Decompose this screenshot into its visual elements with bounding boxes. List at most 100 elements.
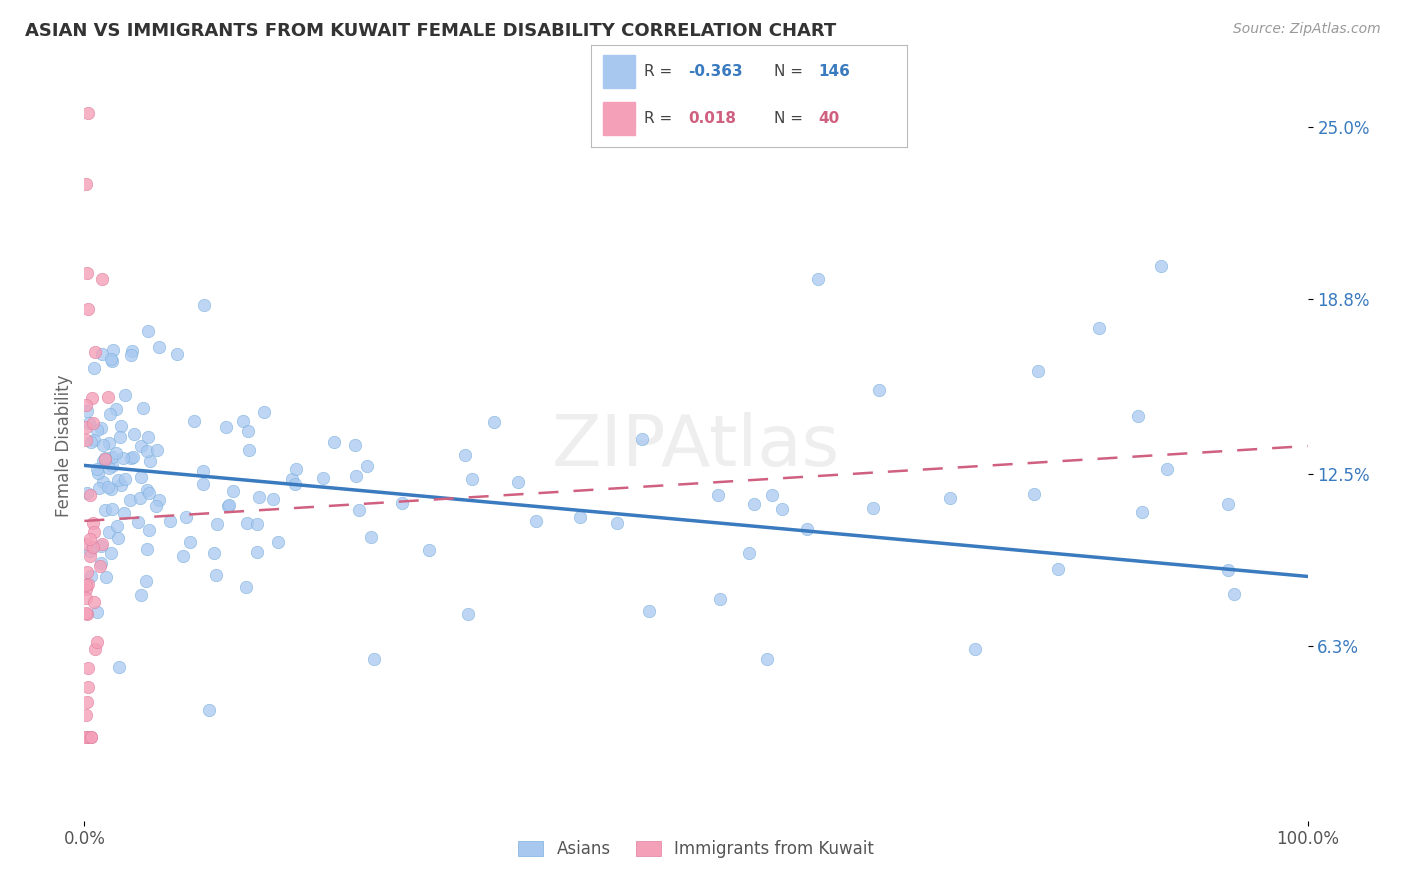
Point bbox=[79, 533, 101, 547]
Point bbox=[82, 417, 104, 431]
Point bbox=[461, 471, 484, 485]
Point bbox=[939, 491, 962, 505]
Bar bbox=[603, 55, 636, 87]
Point bbox=[454, 448, 477, 462]
Point bbox=[94, 453, 117, 467]
Point bbox=[232, 414, 254, 428]
Point bbox=[93, 438, 115, 452]
Point bbox=[80, 731, 103, 745]
Point bbox=[90, 539, 112, 553]
Point bbox=[136, 483, 159, 497]
Point bbox=[86, 462, 108, 476]
Point bbox=[91, 346, 114, 360]
Point bbox=[110, 430, 132, 444]
Point bbox=[129, 491, 152, 506]
Point bbox=[91, 454, 114, 468]
Point bbox=[129, 470, 152, 484]
Point bbox=[77, 661, 100, 675]
Text: R =: R = bbox=[644, 63, 678, 78]
Point bbox=[391, 496, 413, 510]
Point bbox=[79, 435, 101, 450]
Point bbox=[238, 424, 260, 438]
Point bbox=[796, 522, 818, 536]
Point bbox=[606, 516, 628, 531]
Point bbox=[755, 652, 778, 666]
Point bbox=[737, 546, 759, 560]
Point bbox=[145, 499, 167, 513]
Point bbox=[630, 432, 652, 446]
Point bbox=[174, 510, 197, 524]
Point bbox=[1028, 364, 1050, 378]
Point bbox=[105, 402, 128, 417]
Point bbox=[98, 407, 121, 421]
Point bbox=[75, 177, 97, 191]
Point bbox=[343, 438, 366, 452]
Point bbox=[280, 472, 302, 486]
Point bbox=[198, 703, 221, 717]
Point bbox=[484, 416, 506, 430]
Point bbox=[94, 503, 117, 517]
Point bbox=[120, 348, 142, 362]
Point bbox=[111, 451, 134, 466]
Point bbox=[107, 473, 129, 487]
Point bbox=[457, 607, 479, 621]
Point bbox=[191, 476, 214, 491]
Point bbox=[807, 272, 830, 286]
Point bbox=[97, 480, 120, 494]
Point bbox=[112, 506, 135, 520]
Point bbox=[122, 450, 145, 464]
Point bbox=[100, 450, 122, 465]
Text: 40: 40 bbox=[818, 111, 839, 126]
Point bbox=[236, 516, 259, 530]
Point bbox=[91, 272, 114, 286]
Text: ZIPAtlas: ZIPAtlas bbox=[553, 411, 839, 481]
Point bbox=[312, 471, 335, 485]
Point bbox=[96, 570, 118, 584]
Point bbox=[101, 343, 124, 357]
Point bbox=[191, 464, 214, 478]
Point bbox=[90, 537, 112, 551]
Point bbox=[86, 634, 108, 648]
Point bbox=[1218, 563, 1240, 577]
Point bbox=[638, 604, 661, 618]
Point bbox=[129, 439, 152, 453]
Point bbox=[166, 347, 188, 361]
Point bbox=[100, 546, 122, 560]
Point bbox=[148, 340, 170, 354]
Point bbox=[139, 454, 162, 468]
Point bbox=[80, 569, 103, 583]
Point bbox=[145, 443, 167, 458]
Point bbox=[100, 352, 122, 367]
Point bbox=[148, 493, 170, 508]
Point bbox=[179, 535, 201, 549]
Point bbox=[247, 491, 270, 505]
Point bbox=[285, 462, 308, 476]
Point bbox=[172, 549, 194, 563]
Point bbox=[252, 405, 274, 419]
Point bbox=[82, 516, 104, 531]
Point bbox=[159, 514, 181, 528]
Point bbox=[84, 344, 107, 359]
Point bbox=[246, 516, 269, 531]
Point bbox=[77, 106, 100, 120]
Y-axis label: Female Disability: Female Disability bbox=[55, 375, 73, 517]
Point bbox=[107, 532, 129, 546]
Point bbox=[76, 301, 98, 316]
Point bbox=[108, 660, 131, 674]
Point bbox=[83, 595, 105, 609]
Point bbox=[97, 461, 120, 475]
Point bbox=[205, 516, 228, 531]
Point bbox=[284, 477, 307, 491]
Text: N =: N = bbox=[773, 63, 808, 78]
Point bbox=[1130, 505, 1153, 519]
Point bbox=[76, 266, 98, 280]
Point bbox=[76, 537, 98, 551]
Point bbox=[356, 458, 378, 473]
Point bbox=[568, 509, 591, 524]
Point bbox=[202, 546, 225, 560]
Point bbox=[266, 534, 288, 549]
Point bbox=[238, 442, 260, 457]
Point bbox=[1087, 320, 1109, 334]
Point bbox=[91, 475, 114, 490]
Point bbox=[214, 419, 236, 434]
